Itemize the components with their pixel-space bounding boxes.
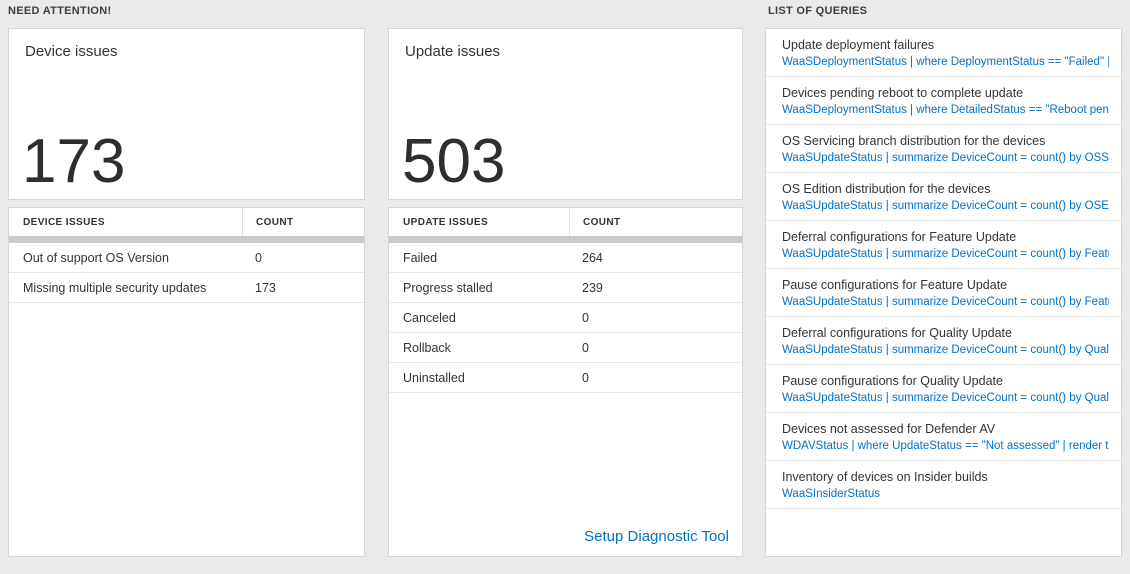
- query-text-link[interactable]: WaaSUpdateStatus | summarize DeviceCount…: [782, 392, 1109, 404]
- query-title: Inventory of devices on Insider builds: [782, 470, 988, 484]
- table-splitter: [389, 236, 742, 243]
- issue-label: Rollback: [403, 340, 451, 355]
- update-table-header-count: COUNT: [569, 208, 742, 236]
- query-text-link[interactable]: WaaSInsiderStatus: [782, 488, 881, 500]
- query-list-item[interactable]: Deferral configurations for Feature Upda…: [766, 221, 1121, 269]
- query-list-item[interactable]: Inventory of devices on Insider builds W…: [766, 461, 1121, 509]
- device-issues-title: Device issues: [25, 43, 118, 60]
- query-text-link[interactable]: WDAVStatus | where UpdateStatus == "Not …: [782, 440, 1109, 452]
- issue-label: Uninstalled: [403, 370, 465, 385]
- issue-label: Out of support OS Version: [23, 250, 169, 265]
- list-of-queries-header: LIST OF QUERIES: [768, 5, 868, 17]
- query-title: Deferral configurations for Feature Upda…: [782, 230, 1017, 244]
- update-issues-card[interactable]: Update issues 503: [388, 28, 743, 200]
- query-list-item[interactable]: OS Servicing branch distribution for the…: [766, 125, 1121, 173]
- query-text-link[interactable]: WaaSUpdateStatus | summarize DeviceCount…: [782, 296, 1109, 308]
- query-text-link[interactable]: WaaSDeploymentStatus | where DeploymentS…: [782, 56, 1109, 68]
- query-text-link[interactable]: WaaSUpdateStatus | summarize DeviceCount…: [782, 344, 1109, 356]
- query-list-item[interactable]: Devices pending reboot to complete updat…: [766, 77, 1121, 125]
- device-issues-table: DEVICE ISSUES COUNT Out of support OS Ve…: [8, 207, 365, 557]
- query-title: OS Servicing branch distribution for the…: [782, 134, 1046, 148]
- list-of-queries-panel: Update deployment failures WaaSDeploymen…: [765, 28, 1122, 557]
- query-title: Deferral configurations for Quality Upda…: [782, 326, 1012, 340]
- query-list-item[interactable]: OS Edition distribution for the devices …: [766, 173, 1121, 221]
- table-row[interactable]: Out of support OS Version 0: [9, 243, 364, 273]
- device-table-header-count: COUNT: [242, 208, 364, 236]
- issue-count: 239: [582, 280, 603, 295]
- issue-count: 173: [255, 280, 276, 295]
- query-title: Devices pending reboot to complete updat…: [782, 86, 1024, 100]
- update-table-header-issues: UPDATE ISSUES: [403, 216, 489, 228]
- issue-label: Canceled: [403, 310, 456, 325]
- device-table-header-issues: DEVICE ISSUES: [23, 216, 105, 228]
- query-text-link[interactable]: WaaSDeploymentStatus | where DetailedSta…: [782, 104, 1109, 116]
- issue-count: 0: [582, 340, 589, 355]
- issue-label: Progress stalled: [403, 280, 493, 295]
- issue-count: 0: [255, 250, 262, 265]
- setup-diagnostic-tool-link[interactable]: Setup Diagnostic Tool: [584, 528, 729, 545]
- issue-count: 264: [582, 250, 603, 265]
- query-title: Devices not assessed for Defender AV: [782, 422, 996, 436]
- table-row[interactable]: Uninstalled 0: [389, 363, 742, 393]
- query-list-item[interactable]: Deferral configurations for Quality Upda…: [766, 317, 1121, 365]
- table-row[interactable]: Progress stalled 239: [389, 273, 742, 303]
- device-issues-card[interactable]: Device issues 173: [8, 28, 365, 200]
- update-table-header: UPDATE ISSUES COUNT: [389, 208, 742, 236]
- table-row[interactable]: Missing multiple security updates 173: [9, 273, 364, 303]
- query-title: Pause configurations for Quality Update: [782, 374, 1003, 388]
- query-title: OS Edition distribution for the devices: [782, 182, 991, 196]
- issue-count: 0: [582, 370, 589, 385]
- update-issues-title: Update issues: [405, 43, 501, 60]
- issue-label: Missing multiple security updates: [23, 280, 207, 295]
- device-issues-count: 173: [22, 127, 126, 196]
- query-title: Update deployment failures: [782, 38, 935, 52]
- issue-label: Failed: [403, 250, 438, 265]
- query-text-link[interactable]: WaaSUpdateStatus | summarize DeviceCount…: [782, 248, 1109, 260]
- query-text-link[interactable]: WaaSUpdateStatus | summarize DeviceCount…: [782, 200, 1109, 212]
- table-row[interactable]: Failed 264: [389, 243, 742, 273]
- table-row[interactable]: Canceled 0: [389, 303, 742, 333]
- update-issues-table: UPDATE ISSUES COUNT Failed 264 Progress …: [388, 207, 743, 557]
- table-splitter: [9, 236, 364, 243]
- query-list-item[interactable]: Devices not assessed for Defender AV WDA…: [766, 413, 1121, 461]
- query-title: Pause configurations for Feature Update: [782, 278, 1008, 292]
- issue-count: 0: [582, 310, 589, 325]
- query-list-item[interactable]: Pause configurations for Quality Update …: [766, 365, 1121, 413]
- table-row[interactable]: Rollback 0: [389, 333, 742, 363]
- query-list-item[interactable]: Update deployment failures WaaSDeploymen…: [766, 29, 1121, 77]
- query-text-link[interactable]: WaaSUpdateStatus | summarize DeviceCount…: [782, 152, 1109, 164]
- device-table-header: DEVICE ISSUES COUNT: [9, 208, 364, 236]
- query-list-item[interactable]: Pause configurations for Feature Update …: [766, 269, 1121, 317]
- need-attention-header: NEED ATTENTION!: [8, 5, 112, 17]
- update-issues-count: 503: [402, 127, 506, 196]
